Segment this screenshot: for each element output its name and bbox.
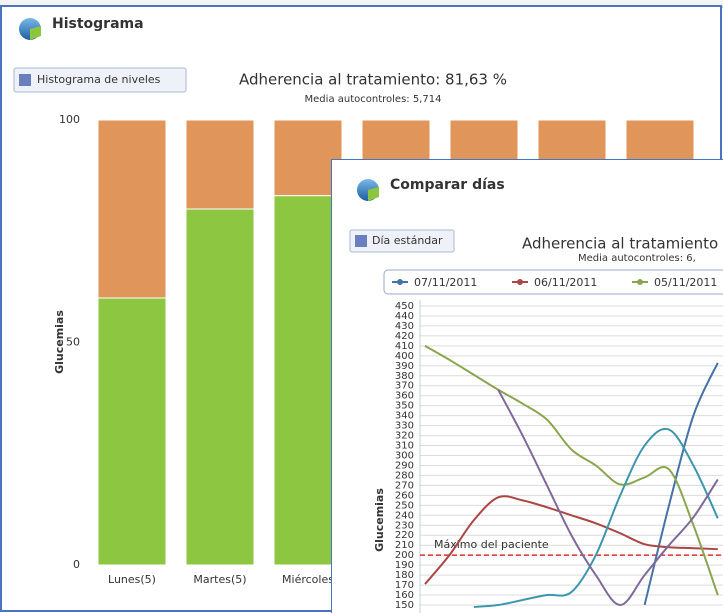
y-tick-label: 0	[73, 558, 80, 571]
legend-label: 05/11/2011	[654, 276, 717, 289]
compare-window: Comparar días Día estándar Adherencia al…	[331, 159, 723, 613]
y-tick-label: 170	[395, 580, 414, 591]
y-tick-label: 240	[395, 510, 414, 521]
y-tick-label: 340	[395, 411, 414, 422]
y-tick-label: 190	[395, 560, 414, 571]
chart-title: Adherencia al tratamiento	[522, 235, 718, 253]
y-tick-label: 280	[395, 470, 414, 481]
button-icon	[19, 74, 31, 86]
y-tick-label: 410	[395, 341, 414, 352]
y-axis-label: Glucemias	[373, 488, 386, 552]
y-tick-label: 400	[395, 351, 414, 362]
y-tick-label: 260	[395, 490, 414, 501]
y-tick-label: 200	[395, 550, 414, 561]
legend-box	[383, 269, 723, 295]
series-line	[643, 362, 719, 606]
y-tick-label: 330	[395, 421, 414, 432]
y-tick-label: 370	[395, 381, 414, 392]
y-tick-label: 390	[395, 361, 414, 372]
y-tick-label: 230	[395, 520, 414, 531]
y-tick-label: 310	[395, 441, 414, 452]
window-icon-part	[30, 26, 41, 40]
y-tick-label: 270	[395, 480, 414, 491]
y-tick-label: 430	[395, 321, 414, 332]
y-tick-label: 380	[395, 371, 414, 382]
chart-subtitle: Media autocontroles: 6,	[578, 253, 696, 264]
series-line	[473, 427, 719, 608]
series-line	[497, 389, 719, 607]
button-icon	[355, 235, 367, 247]
window-title: Histograma	[52, 16, 144, 32]
button-label[interactable]: Día estándar	[372, 234, 443, 247]
x-tick-label: Martes(5)	[193, 573, 246, 586]
legend-label: 06/11/2011	[534, 276, 597, 289]
window-icon-part	[368, 187, 379, 201]
legend-marker	[397, 279, 403, 285]
y-axis-label: Glucemias	[53, 310, 66, 374]
background-table	[0, 0, 723, 8]
y-tick-label: 150	[395, 600, 414, 611]
chart-title: Adherencia al tratamiento: 81,63 %	[239, 71, 507, 89]
bar-segment	[185, 119, 255, 210]
y-tick-label: 320	[395, 431, 414, 442]
series-line	[424, 344, 719, 596]
y-tick-label: 360	[395, 391, 414, 402]
y-tick-label: 290	[395, 460, 414, 471]
bar-segment	[185, 208, 255, 566]
chart-subtitle: Media autocontroles: 5,714	[305, 94, 442, 105]
legend-marker	[517, 279, 523, 285]
series-line	[424, 495, 718, 585]
bar-segment	[273, 119, 343, 197]
legend-label: 07/11/2011	[414, 276, 477, 289]
y-tick-label: 420	[395, 331, 414, 342]
button[interactable]	[13, 67, 187, 93]
bar-segment	[273, 195, 343, 566]
y-tick-label: 180	[395, 570, 414, 581]
y-tick-label: 160	[395, 590, 414, 601]
y-tick-label: 100	[59, 113, 80, 126]
y-tick-label: 440	[395, 311, 414, 322]
bar-segment	[97, 297, 167, 566]
y-tick-label: 300	[395, 451, 414, 462]
y-tick-label: 450	[395, 301, 414, 312]
window-title: Comparar días	[390, 177, 505, 193]
y-tick-label: 210	[395, 540, 414, 551]
y-tick-label: 220	[395, 530, 414, 541]
reference-label: Máximo del paciente	[434, 538, 549, 551]
button-label[interactable]: Histograma de niveles	[37, 73, 161, 86]
y-tick-label: 250	[395, 500, 414, 511]
bar-segment	[97, 119, 167, 299]
x-tick-label: Lunes(5)	[108, 573, 156, 586]
y-tick-label: 350	[395, 401, 414, 412]
x-tick-label: Miércoles	[282, 573, 334, 586]
legend-marker	[637, 279, 643, 285]
button[interactable]	[349, 229, 455, 253]
y-tick-label: 50	[66, 336, 80, 349]
